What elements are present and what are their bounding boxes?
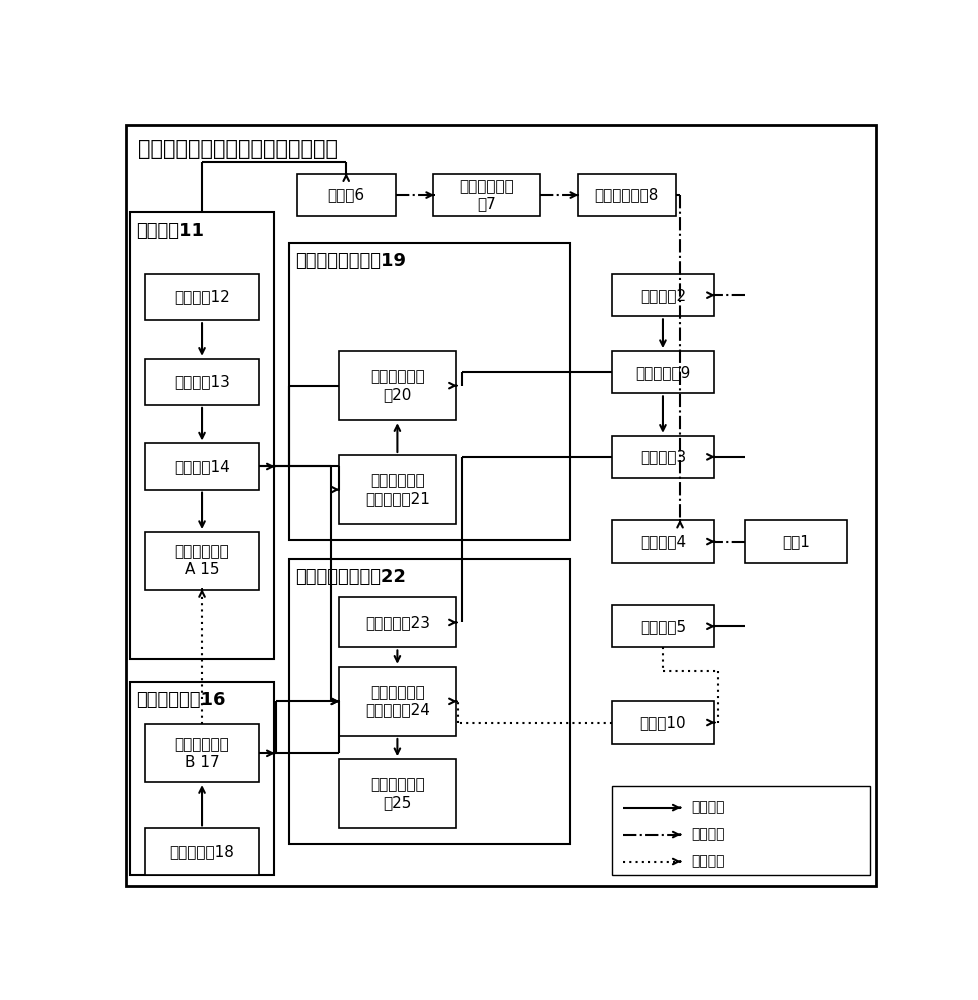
Bar: [145, 828, 258, 875]
Text: 参数设置装置16: 参数设置装置16: [136, 691, 225, 709]
Text: 采样脉冲演示系统22: 采样脉冲演示系统22: [295, 568, 406, 586]
Bar: [743, 520, 846, 563]
Bar: [611, 520, 713, 563]
Text: 主电源模块9: 主电源模块9: [635, 365, 689, 380]
Text: 原始信号演示系统19: 原始信号演示系统19: [295, 252, 406, 270]
Bar: [338, 759, 456, 828]
Text: 电源接口2: 电源接口2: [640, 288, 686, 303]
Text: 电路连接: 电路连接: [690, 801, 724, 815]
Bar: [145, 443, 258, 490]
Text: 上基板10: 上基板10: [639, 715, 686, 730]
Text: 无线通信模块
A 15: 无线通信模块 A 15: [174, 545, 229, 577]
Bar: [338, 455, 456, 524]
Bar: [296, 174, 395, 216]
Bar: [611, 701, 713, 744]
Bar: [433, 174, 539, 216]
Bar: [145, 274, 258, 320]
Bar: [611, 786, 868, 875]
Text: 参数输入器18: 参数输入器18: [169, 844, 235, 859]
Text: 主控模块11: 主控模块11: [136, 222, 203, 240]
Bar: [145, 532, 258, 590]
Text: 电源触点3: 电源触点3: [640, 449, 686, 464]
Bar: [611, 605, 713, 647]
Text: 主控芯片14: 主控芯片14: [174, 459, 230, 474]
Text: 原始信号演示
屏驱动模块21: 原始信号演示 屏驱动模块21: [365, 473, 429, 506]
Text: 底座1: 底座1: [781, 534, 809, 549]
Text: 复位电路13: 复位电路13: [174, 374, 230, 389]
Text: 副电源模块23: 副电源模块23: [365, 615, 429, 630]
Text: 下基板固定柱8: 下基板固定柱8: [594, 188, 658, 203]
Bar: [611, 436, 713, 478]
Bar: [130, 682, 274, 875]
Text: 无线连接: 无线连接: [690, 855, 724, 869]
Bar: [577, 174, 676, 216]
Text: 机械连接: 机械连接: [690, 828, 724, 842]
Text: 装配卡槽5: 装配卡槽5: [640, 619, 686, 634]
Bar: [338, 351, 456, 420]
Bar: [611, 274, 713, 316]
Text: 下基板6: 下基板6: [328, 188, 365, 203]
Bar: [289, 243, 569, 540]
Bar: [338, 667, 456, 736]
Text: 采样脉冲演示
屏驱动模块24: 采样脉冲演示 屏驱动模块24: [365, 685, 429, 718]
Bar: [145, 359, 258, 405]
Text: 时钟模块12: 时钟模块12: [174, 290, 230, 305]
Bar: [145, 724, 258, 782]
Bar: [611, 351, 713, 393]
Text: 原始信号演示
屏20: 原始信号演示 屏20: [370, 369, 424, 402]
Bar: [338, 597, 456, 647]
Text: 装配开口4: 装配开口4: [640, 534, 686, 549]
Text: 下基板固定螺
钉7: 下基板固定螺 钉7: [459, 179, 513, 211]
Bar: [130, 212, 274, 659]
Text: 采样脉冲演示
屏25: 采样脉冲演示 屏25: [370, 778, 424, 810]
Text: 一种基于时域波形的采样脉冲演示仪: 一种基于时域波形的采样脉冲演示仪: [137, 139, 337, 159]
Text: 无线通信模块
B 17: 无线通信模块 B 17: [174, 737, 229, 770]
Bar: [289, 559, 569, 844]
